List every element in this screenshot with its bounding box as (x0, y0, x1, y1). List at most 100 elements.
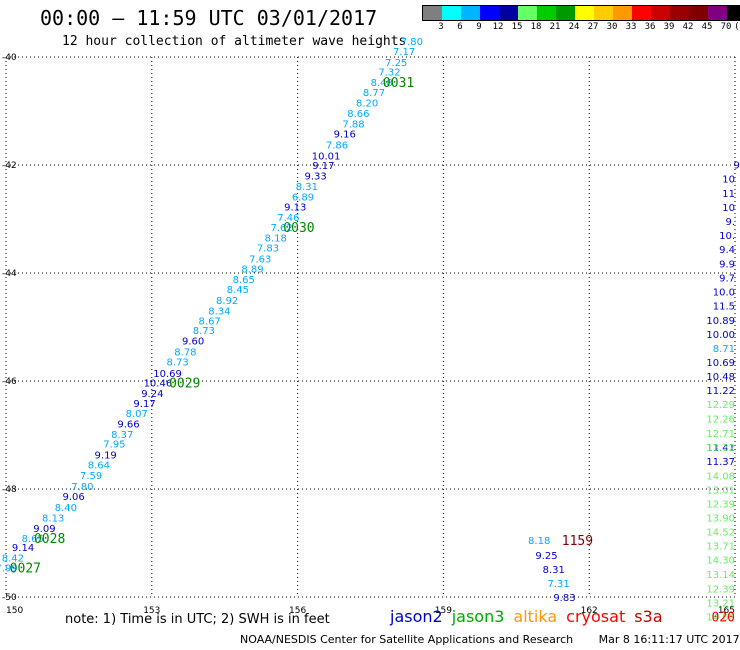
scale-swatch (461, 6, 480, 20)
satellite-jason3: jason3 (451, 607, 505, 626)
scale-label: 15 (511, 22, 523, 32)
scale-swatch (613, 6, 632, 20)
wave-height-points: 7.998.429.148.659.098.138.409.067.807.59… (0, 37, 740, 624)
wave-height-label: 8.73 (193, 326, 215, 337)
scale-swatch (442, 6, 461, 20)
wave-height-label: 9.06 (62, 492, 84, 503)
wave-height-label: 12.29 (706, 400, 735, 411)
wave-height-label: 13.90 (706, 514, 735, 525)
wave-height-label: 9.33 (304, 171, 326, 182)
wave-height-label: 8.89 (241, 265, 263, 276)
wave-height-label: 10.48 (706, 372, 735, 383)
satellite-legend: jason2 jason3 altika cryosat s3a (390, 607, 672, 626)
pass-time-label: 0027 (10, 561, 41, 576)
wave-height-label: 7.80 (401, 37, 423, 48)
wave-height-label: 13.32 (706, 443, 735, 454)
scale-label: 70 (720, 22, 732, 32)
wave-height-label: 9.17 (133, 399, 155, 410)
x-tick-label: 162 (581, 606, 598, 616)
scale-swatch (499, 6, 518, 20)
wave-height-label: 7.99 (0, 563, 18, 574)
wave-height-label: 14.08 (706, 472, 735, 483)
wave-height-label: 10 (722, 175, 735, 186)
wave-height-label: 11 (722, 189, 735, 200)
wave-height-label: 9.60 (182, 337, 204, 348)
y-tick-label: -48 (2, 485, 17, 495)
color-scale-bar (422, 5, 740, 21)
wave-height-label: 8.64 (88, 461, 110, 472)
wave-height-label: 8.37 (111, 430, 133, 441)
scale-label: 3 (438, 22, 444, 32)
wave-height-label: 12.71 (706, 429, 735, 440)
wave-height-label: 9.13 (284, 203, 306, 214)
wave-height-label: 8.18 (265, 233, 287, 244)
wave-height-label: 10 (722, 203, 735, 214)
scale-label: 33 (625, 22, 637, 32)
wave-height-label: 10.89 (706, 316, 735, 327)
wave-height-label: 9.83 (553, 593, 575, 604)
scale-swatch (423, 6, 442, 20)
wave-height-label: 8.65 (233, 275, 255, 286)
wave-height-label: 9.9 (719, 259, 735, 270)
wave-height-label: 7.31 (547, 579, 569, 590)
scale-label: 9 (476, 22, 482, 32)
scale-label: (ft) (734, 22, 740, 32)
wave-height-label: 10.69 (153, 369, 182, 380)
x-tick-label: 159 (435, 606, 452, 616)
wave-height-label: 9.16 (334, 130, 356, 141)
scale-label: 18 (530, 22, 542, 32)
scale-label: 36 (644, 22, 656, 32)
wave-height-label: 8.34 (208, 306, 230, 317)
wave-height-label: 13.21 (706, 598, 735, 609)
wave-height-label: 7.88 (342, 119, 364, 130)
wave-height-label: 10.00 (706, 330, 735, 341)
wave-height-label: 10. (719, 231, 735, 242)
wave-height-label: 7.80 (71, 482, 93, 493)
scale-swatch (670, 6, 689, 20)
scale-swatch (537, 6, 556, 20)
scale-swatch (556, 6, 575, 20)
scale-swatch (689, 6, 708, 20)
wave-height-label: 8.18 (528, 536, 550, 547)
wave-height-label: 8.67 (199, 317, 221, 328)
wave-height-label: 10.69 (706, 358, 735, 369)
wave-height-label: 11.22 (706, 386, 735, 397)
footer: NOAA/NESDIS Center for Satellite Applica… (240, 633, 740, 646)
y-tick-label: -42 (2, 161, 17, 171)
units-note: note: 1) Time is in UTC; 2) SWH is in fe… (65, 612, 330, 627)
wave-height-label: 13.14 (706, 570, 735, 581)
pass-time-labels: 0027 0028 0029 0030 0031 1159 020 (10, 76, 735, 626)
grid-lines (5, 56, 736, 598)
scale-swatch (632, 6, 651, 20)
wave-height-label: 13.01 (706, 486, 735, 497)
wave-height-label: 8.73 (166, 358, 188, 369)
x-tick-label: 153 (143, 606, 160, 616)
wave-height-label: 10.0 (713, 287, 735, 298)
scale-label: 6 (457, 22, 463, 32)
scale-swatch (594, 6, 613, 20)
scale-label: 45 (701, 22, 713, 32)
wave-height-label: 9.66 (117, 420, 139, 431)
wave-height-label: 7.83 (257, 244, 279, 255)
wave-height-label: 9.7 (719, 273, 735, 284)
x-tick-label: 156 (289, 606, 306, 616)
chart-title: 00:00 – 11:59 UTC 03/01/2017 (40, 6, 378, 30)
wave-height-label: 9.24 (141, 389, 163, 400)
x-tick-label: 150 (6, 606, 23, 616)
wave-height-label: 11.5 (713, 301, 735, 312)
scale-swatch (575, 6, 594, 20)
wave-height-label: 7.17 (393, 47, 415, 58)
scale-label: 39 (663, 22, 675, 32)
satellite-jason2: jason2 (390, 607, 443, 626)
satellite-altika: altika (513, 607, 558, 626)
y-tick-label: -44 (2, 269, 17, 279)
wave-height-label: 8.48 (371, 78, 393, 89)
wave-height-label: 14.03 (706, 612, 735, 623)
pass-time-label: 020 (712, 610, 735, 625)
wave-height-label: 7.86 (326, 140, 348, 151)
wave-height-label: 9.14 (12, 543, 34, 554)
wave-height-label: 9 (733, 160, 739, 171)
satellite-cryosat: cryosat (566, 607, 626, 626)
y-tick-label: -40 (2, 53, 17, 63)
